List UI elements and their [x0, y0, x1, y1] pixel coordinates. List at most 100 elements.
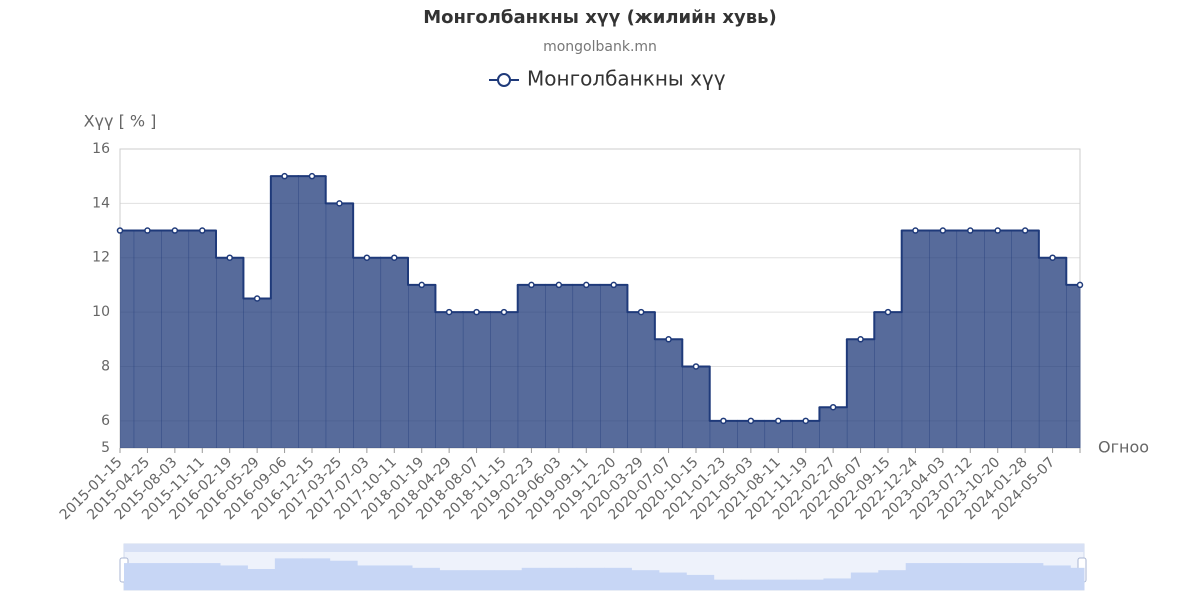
point-marker — [528, 281, 535, 289]
point-marker — [226, 254, 233, 261]
area-segment — [956, 230, 985, 448]
area-segment — [545, 284, 574, 448]
area-segment — [120, 230, 135, 448]
point-marker — [199, 227, 206, 234]
zoom-preview — [604, 567, 632, 590]
chart-title: Монголбанкны хүү (жилийн хувь) — [423, 7, 777, 28]
y-tick-label: 10 — [92, 304, 110, 320]
area-segment — [298, 176, 327, 448]
area-segment — [216, 257, 244, 448]
area-segment — [1038, 257, 1067, 448]
area-segment — [737, 420, 766, 448]
chart-subtitle: mongolbank.mn — [543, 39, 657, 55]
zoom-preview — [905, 563, 934, 590]
area-segment — [764, 420, 793, 448]
zoom-preview — [466, 570, 495, 590]
y-tick-label: 8 — [101, 358, 110, 374]
zoom-preview — [165, 563, 194, 590]
zoom-preview — [741, 579, 770, 590]
zoom-preview — [850, 572, 879, 590]
point-marker — [253, 295, 261, 302]
point-marker — [829, 403, 837, 411]
zoom-preview — [357, 565, 386, 590]
area-segment — [600, 284, 628, 448]
zoom-preview — [521, 567, 550, 590]
zoom-preview — [960, 563, 989, 590]
zoom-preview — [631, 570, 660, 590]
zoom-preview — [933, 563, 962, 590]
zoom-preview — [658, 572, 687, 590]
area-segment — [1066, 284, 1081, 448]
zoom-preview — [713, 579, 742, 590]
zoom-preview — [137, 563, 166, 590]
legend: Монголбанкны хүү — [489, 67, 726, 91]
point-marker — [336, 200, 343, 207]
point-marker — [445, 308, 453, 316]
point-marker — [884, 308, 892, 316]
point-marker — [500, 308, 508, 316]
point-marker — [939, 227, 947, 234]
zoom-preview — [1070, 567, 1085, 590]
area-segment — [325, 203, 354, 448]
point-marker — [281, 172, 288, 180]
area-segment — [572, 284, 601, 448]
point-marker — [747, 417, 755, 425]
y-tick-label: 6 — [101, 413, 110, 429]
zoom-preview — [796, 579, 824, 590]
area-segment — [682, 366, 711, 448]
point-marker — [1076, 281, 1084, 289]
legend-marker — [497, 73, 511, 87]
point-marker — [775, 417, 782, 425]
point-marker — [144, 227, 151, 234]
area-segment — [846, 339, 875, 448]
area-segment — [517, 284, 546, 448]
zoom-preview — [878, 570, 907, 590]
area-segment — [243, 298, 272, 448]
point-marker — [994, 227, 1001, 234]
point-marker — [308, 172, 316, 180]
y-tick-label: 14 — [92, 195, 110, 211]
point-marker — [692, 363, 700, 370]
point-marker — [967, 227, 974, 234]
point-marker — [171, 227, 179, 234]
zoom-preview — [576, 567, 605, 590]
point-marker — [610, 281, 617, 289]
point-marker — [912, 227, 919, 234]
zoom-preview — [274, 558, 303, 590]
area-segment — [188, 230, 217, 448]
zoom-preview — [686, 574, 715, 590]
area-segment — [270, 176, 299, 448]
zoom-preview — [220, 565, 248, 590]
area-segment — [627, 312, 656, 448]
zoom-preview — [302, 558, 331, 590]
area-segment — [353, 257, 382, 448]
zoom-preview — [384, 565, 413, 590]
y-axis-label: Хүү [ % ] — [84, 112, 157, 131]
zoom-preview — [124, 563, 139, 590]
zoom-preview — [823, 578, 852, 590]
point-marker — [665, 336, 672, 343]
point-marker — [391, 254, 398, 261]
point-marker — [1049, 254, 1056, 261]
area-segment — [1011, 230, 1040, 448]
point-marker — [802, 417, 809, 425]
point-marker — [720, 417, 727, 425]
area-segment — [901, 230, 930, 448]
area-segment — [408, 284, 436, 448]
zoom-preview — [768, 579, 797, 590]
zoom-preview — [549, 567, 578, 590]
zoom-preview — [439, 570, 468, 590]
area-segment — [792, 420, 820, 448]
zoom-bar[interactable] — [124, 544, 1084, 552]
area-segment — [462, 312, 491, 448]
zoom-preview — [1015, 563, 1044, 590]
area-segment — [819, 407, 848, 448]
point-marker — [116, 227, 124, 234]
zoom-preview — [988, 563, 1016, 590]
point-marker — [583, 281, 590, 289]
point-marker — [1021, 227, 1029, 234]
area-segment — [435, 312, 464, 448]
area-segment — [490, 312, 519, 448]
zoom-preview — [192, 563, 221, 590]
